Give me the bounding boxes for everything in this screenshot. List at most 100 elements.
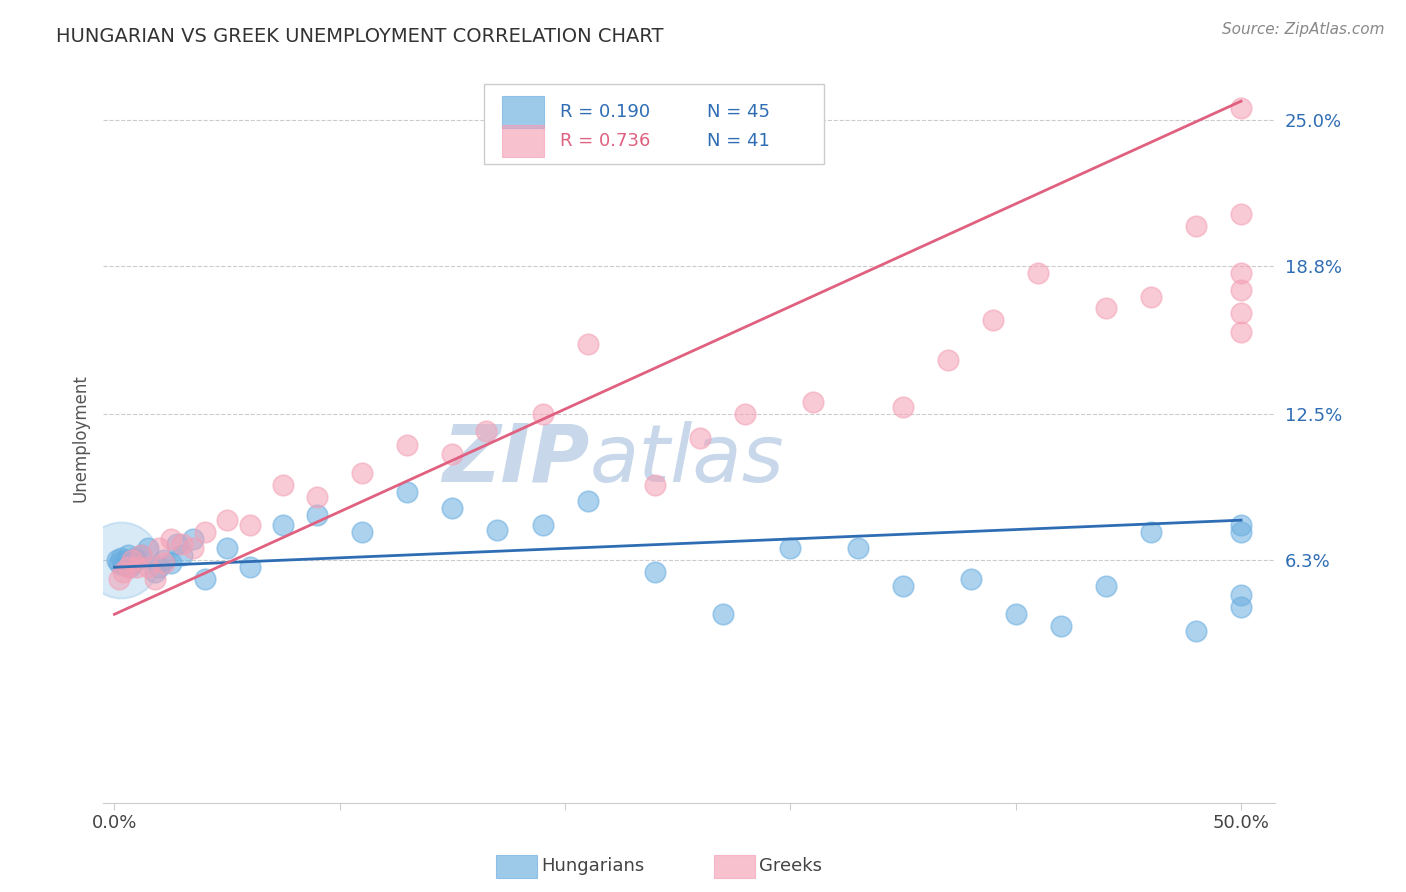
Point [166,537,188,551]
Point [891,400,914,414]
Point [108,572,131,586]
FancyBboxPatch shape [502,95,544,128]
Text: R = 0.190: R = 0.190 [560,103,650,120]
Point [1095,301,1118,316]
Point [181,532,204,546]
Point [441,447,464,461]
Text: Greeks: Greeks [759,857,823,875]
Point [148,541,170,556]
Text: Hungarians: Hungarians [541,857,644,875]
Text: Source: ZipAtlas.com: Source: ZipAtlas.com [1222,22,1385,37]
Point [136,541,159,556]
Y-axis label: Unemployment: Unemployment [72,374,89,501]
Point [352,466,374,480]
Point [1230,600,1253,615]
Point [1230,517,1253,532]
Point [131,549,153,563]
Point [153,556,176,570]
Text: ZIP: ZIP [441,421,589,499]
Point [117,549,139,563]
Point [143,565,166,579]
Point [121,556,143,570]
Point [531,517,554,532]
Point [1004,607,1026,622]
Point [131,549,153,563]
Point [936,353,959,368]
Point [441,501,464,516]
Point [215,541,238,556]
Text: atlas: atlas [589,421,785,499]
Point [531,407,554,421]
Point [891,579,914,593]
FancyBboxPatch shape [502,125,544,157]
Point [148,560,170,574]
Point [734,407,756,421]
Point [307,490,329,504]
Point [779,541,801,556]
Point [1230,524,1253,539]
Point [959,572,981,586]
Point [1140,524,1163,539]
Point [215,513,238,527]
Point [114,553,136,567]
Point [1140,289,1163,303]
Point [689,431,711,445]
Point [239,517,262,532]
Point [846,541,869,556]
Point [121,553,143,567]
Point [396,484,419,499]
Point [1230,266,1253,280]
Text: N = 41: N = 41 [707,132,769,150]
Point [153,553,176,567]
Point [801,395,824,409]
Point [576,494,599,508]
Text: N = 45: N = 45 [707,103,769,120]
Point [239,560,262,574]
Point [711,607,734,622]
Point [1185,219,1208,233]
Point [307,508,329,523]
Point [170,537,193,551]
Point [396,438,419,452]
Point [159,532,181,546]
Point [486,523,509,537]
Point [1230,207,1253,221]
Point [1185,624,1208,638]
Point [475,424,498,438]
Point [110,550,132,565]
Point [1230,589,1253,603]
Point [120,560,142,574]
Point [124,550,146,565]
Point [352,524,374,539]
Point [108,556,131,570]
Point [273,478,295,492]
Point [125,553,148,567]
Point [644,478,666,492]
Text: R = 0.736: R = 0.736 [560,132,651,150]
Point [1230,101,1253,115]
Point [576,336,599,351]
Point [112,558,135,572]
Point [981,313,1004,327]
Point [159,556,181,570]
Point [110,553,132,567]
Point [125,560,148,574]
Point [105,553,128,567]
Point [117,560,139,574]
Point [193,524,215,539]
Point [1095,579,1118,593]
Point [1230,325,1253,339]
Point [273,517,295,532]
Point [1049,619,1071,633]
Point [1230,306,1253,320]
Point [193,572,215,586]
Point [1026,266,1049,280]
Point [112,565,135,579]
Point [181,541,204,556]
Point [143,572,166,586]
Text: HUNGARIAN VS GREEK UNEMPLOYMENT CORRELATION CHART: HUNGARIAN VS GREEK UNEMPLOYMENT CORRELAT… [56,27,664,45]
Point [136,560,159,574]
Point [170,549,193,563]
FancyBboxPatch shape [484,84,824,164]
Point [644,565,666,579]
